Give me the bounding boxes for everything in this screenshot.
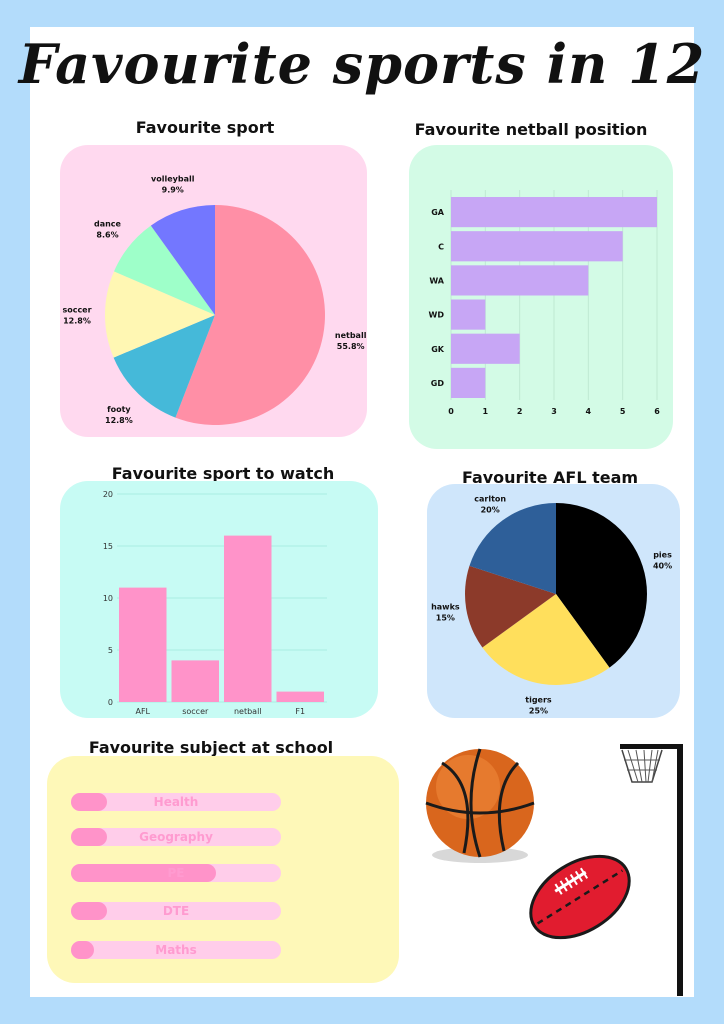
watch-x-tick-netball: netball xyxy=(234,707,262,716)
netball-bar-WA xyxy=(451,265,589,296)
subject-bar-fill xyxy=(71,902,107,920)
netball-x-tick: 1 xyxy=(483,407,489,416)
subject-label: Maths xyxy=(155,943,197,957)
chart-title-afl-team: Favourite AFL team xyxy=(461,468,639,487)
netball-x-tick: 2 xyxy=(517,407,523,416)
sport-value-dance: 8.6% xyxy=(96,230,118,239)
netball-y-tick-GD: GD xyxy=(431,379,445,388)
favourite-sport-card: netball 55.8% footy 12.8% soccer 12.8% dance 8.… xyxy=(60,145,367,437)
sport-slice-footy xyxy=(113,315,215,418)
netball-bar-GK xyxy=(451,333,520,364)
sport-label-soccer: soccer xyxy=(62,305,91,314)
subject-bar-maths: Maths xyxy=(71,941,281,959)
afl-label-carlton: carlton xyxy=(474,494,506,503)
sport-value-netball: 55.8% xyxy=(337,342,365,351)
sport-slice-volleyball xyxy=(150,205,215,315)
afl-label-hawks: hawks xyxy=(431,603,460,612)
sport-label-netball: netball xyxy=(335,331,367,340)
subject-bar-fill xyxy=(71,793,107,811)
chart-title-netball-position: Favourite netball position xyxy=(414,120,648,139)
afl-value-pies: 40% xyxy=(653,561,672,570)
afl-label-tigers: tigers xyxy=(525,696,552,705)
afl-slice-hawks xyxy=(465,565,556,648)
sport-slice-dance xyxy=(113,225,215,315)
netball-x-tick: 4 xyxy=(586,407,592,416)
afl-team-card: pies 40% tigers 25% hawks 15% carlton 20% xyxy=(427,484,680,718)
afl-slice-pies xyxy=(556,503,647,668)
subject-bar-pe: PE xyxy=(71,864,281,882)
netball-x-tick: 5 xyxy=(620,407,626,416)
favourite-sport-pie-chart: netball 55.8% footy 12.8% soccer 12.8% dance 8.… xyxy=(62,175,367,425)
watch-bar-soccer xyxy=(171,660,219,702)
basketball-icon xyxy=(425,748,535,863)
afl-value-hawks: 15% xyxy=(436,614,455,623)
chart-title-favourite-sport: Favourite sport xyxy=(135,118,275,137)
watch-bar-F1 xyxy=(276,691,324,702)
netball-y-tick-WA: WA xyxy=(429,276,444,285)
chart-title-favourite-subject: Favourite subject at school xyxy=(88,738,334,757)
subject-label: Geography xyxy=(139,830,213,844)
football-icon xyxy=(529,854,631,940)
afl-slice-carlton xyxy=(469,503,556,594)
netball-position-bar-chart: 0 1 2 3 4 5 6 GA C WA WD GK GD xyxy=(429,190,660,416)
watch-x-tick-AFL: AFL xyxy=(135,707,150,716)
netball-y-tick-GK: GK xyxy=(431,345,445,354)
page-title: Favourite sports in 12 xyxy=(18,32,706,96)
afl-slice-tigers xyxy=(482,594,610,686)
netball-y-tick-C: C xyxy=(438,242,444,251)
watch-y-tick: 0 xyxy=(108,698,113,707)
sport-value-soccer: 12.8% xyxy=(63,316,91,325)
afl-value-carlton: 20% xyxy=(481,505,500,514)
sport-to-watch-card: 0 5 10 15 20 AFL soccer netball F1 xyxy=(60,481,378,718)
sport-label-footy: footy xyxy=(107,405,131,414)
netball-bar-WD xyxy=(451,299,486,330)
netball-x-tick: 3 xyxy=(551,407,557,416)
afl-label-pies: pies xyxy=(653,550,672,559)
watch-bar-netball xyxy=(224,535,272,702)
netball-position-card: 0 1 2 3 4 5 6 GA C WA WD GK GD xyxy=(409,145,673,449)
watch-x-tick-soccer: soccer xyxy=(182,707,209,716)
watch-y-tick: 20 xyxy=(103,490,113,499)
netball-y-tick-WD: WD xyxy=(429,311,445,320)
netball-hoop-icon xyxy=(620,744,683,996)
afl-value-tigers: 25% xyxy=(529,707,548,716)
subject-label: Health xyxy=(153,795,199,809)
subject-label: PE xyxy=(167,866,185,880)
subject-bar-fill xyxy=(71,828,107,846)
sport-value-volleyball: 9.9% xyxy=(162,186,184,195)
watch-x-tick-F1: F1 xyxy=(295,707,305,716)
netball-bar-GA xyxy=(451,197,657,228)
chart-title-sport-to-watch: Favourite sport to watch xyxy=(111,464,335,483)
watch-bar-AFL xyxy=(119,587,167,702)
sport-slice-soccer xyxy=(104,271,215,358)
netball-bar-GD xyxy=(451,367,486,398)
netball-x-tick: 6 xyxy=(654,407,660,416)
netball-y-tick-GA: GA xyxy=(431,208,445,217)
netball-x-tick: 0 xyxy=(448,407,454,416)
subject-label: DTE xyxy=(162,904,190,918)
sport-slice-netball xyxy=(175,205,325,425)
subject-bar-fill xyxy=(71,864,216,882)
subject-bar-dte: DTE xyxy=(71,902,281,920)
watch-y-tick: 15 xyxy=(103,542,113,551)
sport-to-watch-bar-chart: 0 5 10 15 20 AFL soccer netball F1 xyxy=(103,490,327,716)
subject-bar-geography: Geography xyxy=(71,828,281,846)
netball-bar-C xyxy=(451,231,623,262)
subject-bar-health: Health xyxy=(71,793,281,811)
favourite-subject-card: Health Geography PE DTE Maths xyxy=(47,756,399,983)
sport-value-footy: 12.8% xyxy=(105,416,133,425)
afl-team-pie-chart: pies 40% tigers 25% hawks 15% carlton 20% xyxy=(431,494,672,716)
watch-y-tick: 5 xyxy=(108,646,113,655)
subject-bar-fill xyxy=(71,941,95,959)
watch-y-tick: 10 xyxy=(103,594,113,603)
sport-label-volleyball: volleyball xyxy=(151,175,195,184)
sport-label-dance: dance xyxy=(94,219,122,228)
